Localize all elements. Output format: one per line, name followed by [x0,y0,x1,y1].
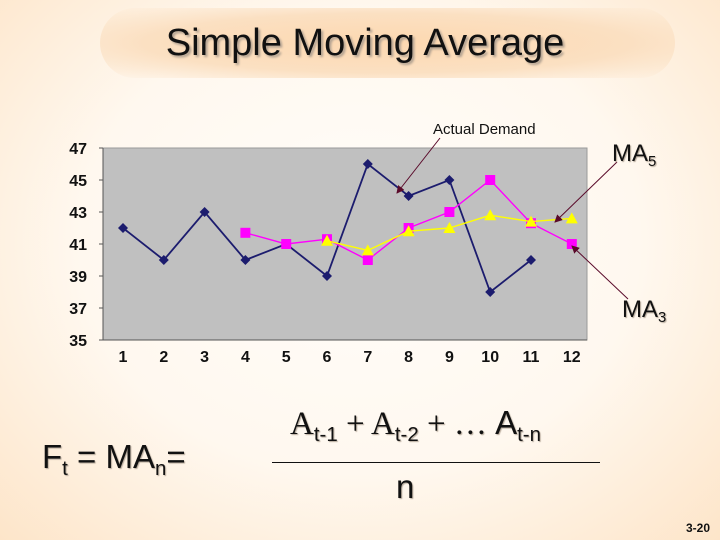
ma3-point [402,225,415,237]
x-tick-label: 8 [404,349,413,366]
ma3-point [525,215,537,227]
formula-a3-sub: t-n [517,423,541,447]
formula-f-sub: t [62,457,68,481]
x-tick-label: 12 [563,349,581,366]
formula-lhs: Ft = MAn= [42,438,186,481]
ma3-point [321,234,333,246]
x-tick-label: 10 [481,349,499,366]
ma5-point [240,227,251,238]
ma3-label-base: MA [622,296,658,323]
x-tick-label: 6 [323,349,332,366]
y-tick-label: 39 [69,269,87,286]
formula-a2: A [371,406,395,442]
ma5-point [281,239,292,249]
ma3-label-sub: 3 [658,310,667,327]
actual-demand-label: Actual Demand [433,121,536,138]
formula-equals: = [166,438,186,475]
x-tick-label: 5 [282,349,291,366]
actual-demand-point [240,255,251,265]
formula-a2-sub: t-2 [394,423,419,447]
actual-demand-point [158,255,169,265]
y-tick-label: 37 [69,301,87,318]
actual-demand-point [403,191,414,201]
ma3-label: MA3 [622,296,666,326]
ma5-point [485,175,496,185]
x-tick-label: 3 [200,349,209,366]
ma5-point [566,239,577,249]
formula-plus2: + … [418,406,496,442]
ma5-label-sub: 5 [648,154,657,171]
formula-a1-sub: t-1 [313,423,338,447]
slide-title: Simple Moving Average [165,22,565,64]
formula-ma-sub: n [154,457,167,481]
formula-a1: A [290,406,314,442]
y-tick-label: 47 [69,141,87,158]
x-tick-label: 4 [241,349,250,366]
actual-demand-point [485,287,496,297]
actual-demand-point [322,271,332,281]
ma3-point [361,244,374,256]
y-tick-label: 41 [69,237,87,254]
actual-demand-point [362,159,373,169]
formula-numerator: At-1 + At-2 + … At-n [290,404,541,447]
formula-plus1: + [337,406,371,442]
ma3-point [565,212,578,224]
ma5-point [444,207,455,217]
actual-demand-arrow [396,137,441,194]
ma5-label: MA5 [612,140,656,170]
actual-demand-point [444,175,455,185]
y-tick-label: 35 [69,333,87,350]
formula-f: F [42,438,63,475]
x-tick-label: 2 [159,349,168,366]
ma5-arrow [554,161,618,223]
fraction-bar [272,462,600,463]
ma5-point [362,255,373,265]
ma3-point [484,209,497,221]
actual-demand-point [118,223,128,233]
y-tick-label: 45 [69,173,87,190]
x-tick-label: 7 [363,349,372,366]
plot-area [102,147,588,341]
actual-demand-point [526,255,536,265]
formula-ma: = MA [67,438,155,475]
title-band [100,8,675,78]
formula-denominator: n [396,468,415,505]
x-tick-label: 1 [119,349,128,366]
slide-number: 3-20 [686,521,711,535]
x-tick-label: 9 [445,349,454,366]
ma5-label-base: MA [612,140,648,167]
ma3-point [443,222,456,233]
x-tick-label: 11 [523,349,540,366]
ma3-arrow [571,245,629,300]
formula-a3: A [495,404,518,441]
actual-demand-point [199,207,210,217]
y-tick-label: 43 [69,205,87,222]
